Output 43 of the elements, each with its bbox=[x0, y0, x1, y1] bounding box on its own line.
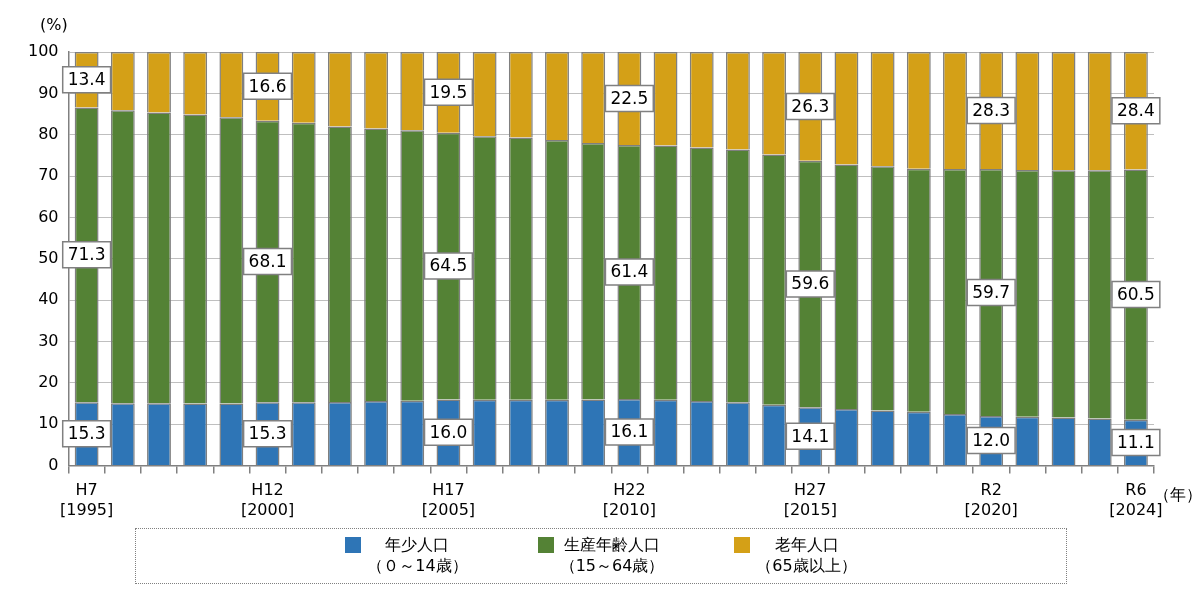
y-tick-label: 90 bbox=[38, 82, 59, 102]
data-label: 12.0 bbox=[972, 429, 1011, 450]
data-label: 19.5 bbox=[429, 81, 468, 102]
data-label: 16.1 bbox=[610, 421, 649, 442]
data-label: 22.5 bbox=[610, 87, 649, 108]
data-label: 14.1 bbox=[791, 425, 830, 446]
y-tick-label: 100 bbox=[27, 41, 59, 61]
legend-label: 老年人口（65歳以上） bbox=[756, 535, 857, 577]
x-tick-label: H22 [2010] bbox=[602, 480, 656, 519]
data-label: 61.4 bbox=[610, 261, 649, 282]
data-label: 11.1 bbox=[1116, 431, 1155, 452]
data-label: 60.5 bbox=[1116, 284, 1155, 304]
data-label: 71.3 bbox=[67, 244, 106, 265]
x-tick-label: H12 [2000] bbox=[240, 480, 295, 519]
data-label: 68.1 bbox=[248, 250, 287, 271]
data-label: 15.3 bbox=[248, 423, 287, 444]
y-tick-label: 30 bbox=[38, 330, 59, 350]
y-tick-label: 70 bbox=[38, 165, 59, 185]
y-tick-label: 50 bbox=[38, 247, 59, 267]
data-label: 28.3 bbox=[972, 99, 1011, 120]
data-label: 13.4 bbox=[67, 69, 106, 90]
data-label: 15.3 bbox=[67, 423, 106, 444]
y-tick-label: 20 bbox=[38, 372, 59, 392]
y-tick-label: 80 bbox=[38, 123, 59, 143]
legend-label: 生産年齢人口（15～64歳） bbox=[559, 535, 665, 577]
x-tick-label: H7 [1995] bbox=[60, 480, 114, 519]
legend-label: 年少人口（０～14歳） bbox=[367, 535, 468, 577]
data-label: 59.6 bbox=[791, 273, 830, 294]
y-tick-label: 60 bbox=[38, 206, 59, 226]
x-tick-label: H17 [2005] bbox=[421, 480, 476, 519]
y-tick-label: 40 bbox=[38, 289, 59, 309]
data-label: 64.5 bbox=[429, 255, 468, 276]
y-tick-label: 10 bbox=[38, 413, 59, 433]
data-label: 16.0 bbox=[429, 421, 468, 442]
data-label: 26.3 bbox=[791, 95, 830, 116]
y-tick-label: 0 bbox=[48, 454, 59, 474]
x-tick-label: H27 [2015] bbox=[783, 480, 837, 519]
x-tick-label: R2 [2020] bbox=[964, 480, 1018, 519]
data-label: 59.7 bbox=[972, 281, 1011, 302]
x-tick-label: R6 [2024] bbox=[1109, 480, 1163, 519]
y-axis-title: (%) bbox=[40, 15, 68, 35]
data-label: 16.6 bbox=[248, 75, 287, 96]
data-label: 28.4 bbox=[1116, 100, 1155, 121]
